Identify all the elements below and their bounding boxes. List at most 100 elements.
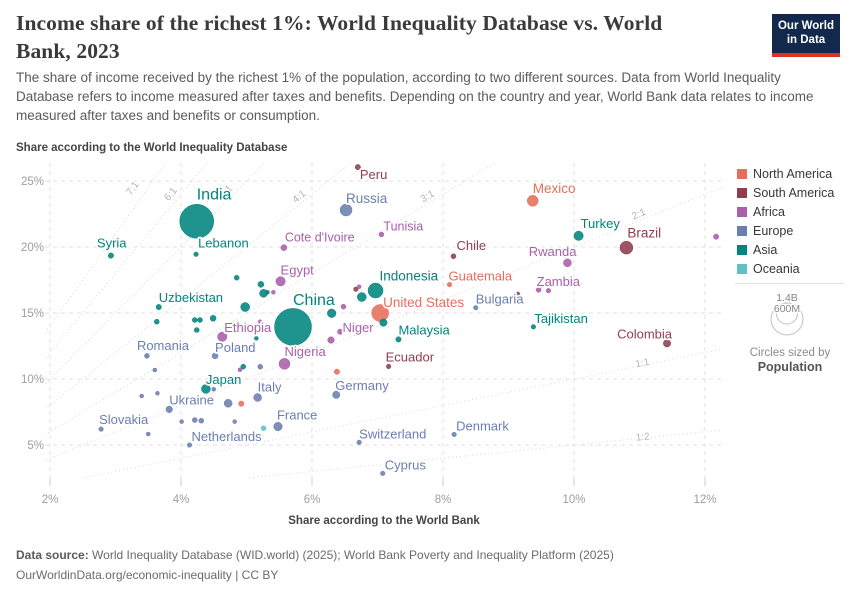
point-romania[interactable] [144, 353, 150, 359]
data-point[interactable] [265, 290, 270, 295]
owid-logo-line1: Our World [777, 20, 834, 32]
data-point[interactable] [257, 363, 264, 370]
point-italy[interactable] [253, 393, 262, 402]
data-point[interactable] [340, 303, 347, 310]
point-cote-d-ivoire[interactable] [280, 244, 288, 251]
data-point[interactable] [193, 327, 200, 333]
data-point[interactable] [233, 275, 240, 281]
point-niger[interactable] [367, 327, 373, 333]
point-denmark[interactable] [451, 431, 457, 437]
data-point[interactable] [179, 419, 184, 424]
data-point[interactable] [545, 288, 552, 294]
data-point[interactable] [257, 281, 265, 288]
data-point[interactable] [271, 290, 276, 295]
data-point[interactable] [223, 399, 233, 408]
label-france: France [277, 408, 317, 423]
data-point[interactable] [356, 284, 362, 289]
data-point[interactable] [260, 425, 267, 431]
data-point[interactable] [713, 233, 720, 240]
data-point[interactable] [146, 431, 151, 437]
point-mexico[interactable] [526, 195, 539, 207]
point-tajikistan[interactable] [530, 324, 536, 330]
data-point[interactable] [155, 391, 160, 396]
point-bulgaria[interactable] [473, 305, 479, 311]
point-rwanda[interactable] [563, 258, 572, 268]
point-cyprus[interactable] [380, 470, 386, 476]
point-chile[interactable] [450, 253, 457, 259]
data-point[interactable] [238, 400, 245, 407]
point-uzbekistan[interactable] [155, 304, 162, 311]
label-colombia: Colombia [617, 326, 673, 341]
point-zambia[interactable] [535, 287, 542, 293]
point-egypt[interactable] [275, 276, 286, 287]
label-zambia: Zambia [537, 274, 581, 289]
data-point[interactable] [240, 302, 250, 312]
legend-item-europe[interactable]: Europe [737, 224, 834, 238]
point-lebanon[interactable] [193, 251, 199, 257]
point-slovakia[interactable] [98, 426, 104, 432]
point-syria[interactable] [107, 252, 114, 259]
ratio-line [45, 163, 496, 436]
point-china[interactable] [274, 308, 312, 346]
y-tick-label: 20% [21, 242, 44, 254]
legend-item-africa[interactable]: Africa [737, 205, 834, 219]
legend-item-south-america[interactable]: South America [737, 186, 834, 200]
point-tunisia[interactable] [378, 231, 385, 238]
data-point[interactable] [258, 319, 263, 324]
data-point[interactable] [139, 393, 144, 399]
data-point[interactable] [197, 317, 203, 323]
data-point[interactable] [379, 318, 388, 327]
point-germany[interactable] [332, 390, 341, 399]
data-point[interactable] [198, 417, 205, 424]
point-ukraine[interactable] [165, 405, 173, 413]
legend-label: Asia [753, 243, 778, 257]
point-indonesia[interactable] [367, 282, 384, 299]
data-point[interactable] [211, 387, 216, 392]
data-point[interactable] [327, 308, 337, 318]
x-axis-title: Share according to the World Bank [288, 515, 480, 527]
point-india[interactable] [179, 204, 214, 239]
data-point[interactable] [237, 367, 243, 373]
data-point[interactable] [192, 317, 198, 323]
legend-item-north-america[interactable]: North America [737, 167, 834, 181]
legend-item-oceania[interactable]: Oceania [737, 262, 834, 276]
data-point[interactable] [192, 417, 198, 423]
data-point[interactable] [209, 315, 217, 322]
data-point[interactable] [337, 328, 344, 335]
ratio-label: 1:1 [635, 357, 651, 371]
point-malaysia[interactable] [395, 336, 402, 343]
ratio-label: 4:1 [291, 188, 309, 206]
data-point[interactable] [232, 419, 237, 424]
point-france[interactable] [273, 421, 283, 432]
point-netherlands[interactable] [186, 442, 193, 448]
data-point[interactable] [357, 292, 367, 302]
point-poland[interactable] [211, 352, 219, 360]
point-switzerland[interactable] [356, 439, 362, 445]
data-point[interactable] [515, 291, 521, 297]
point-brazil[interactable] [619, 240, 634, 255]
owid-logo[interactable]: Our World in Data [772, 14, 840, 57]
point-ethiopia[interactable] [217, 331, 228, 342]
data-point[interactable] [240, 363, 246, 370]
y-axis-title: Share according to the World Inequality … [16, 142, 288, 154]
data-point[interactable] [327, 336, 335, 344]
point-japan[interactable] [201, 384, 211, 394]
data-point[interactable] [333, 368, 340, 375]
size-legend-caption-bold: Population [757, 360, 823, 374]
point-turkey[interactable] [573, 230, 584, 241]
legend-item-asia[interactable]: Asia [737, 243, 834, 257]
point-ecuador[interactable] [386, 363, 392, 370]
point-guatemala[interactable] [447, 282, 453, 288]
data-point[interactable] [353, 286, 359, 292]
label-ethiopia: Ethiopia [224, 320, 272, 335]
data-point[interactable] [154, 318, 160, 325]
data-point[interactable] [152, 367, 158, 373]
point-russia[interactable] [339, 203, 353, 217]
size-legend-circles: 1.4B 600M [770, 291, 804, 336]
data-point[interactable] [254, 336, 259, 341]
ratio-label: 3:1 [419, 188, 437, 205]
label-malaysia: Malaysia [398, 322, 450, 337]
point-peru[interactable] [354, 164, 361, 171]
point-nigeria[interactable] [278, 358, 291, 370]
point-colombia[interactable] [663, 339, 671, 348]
